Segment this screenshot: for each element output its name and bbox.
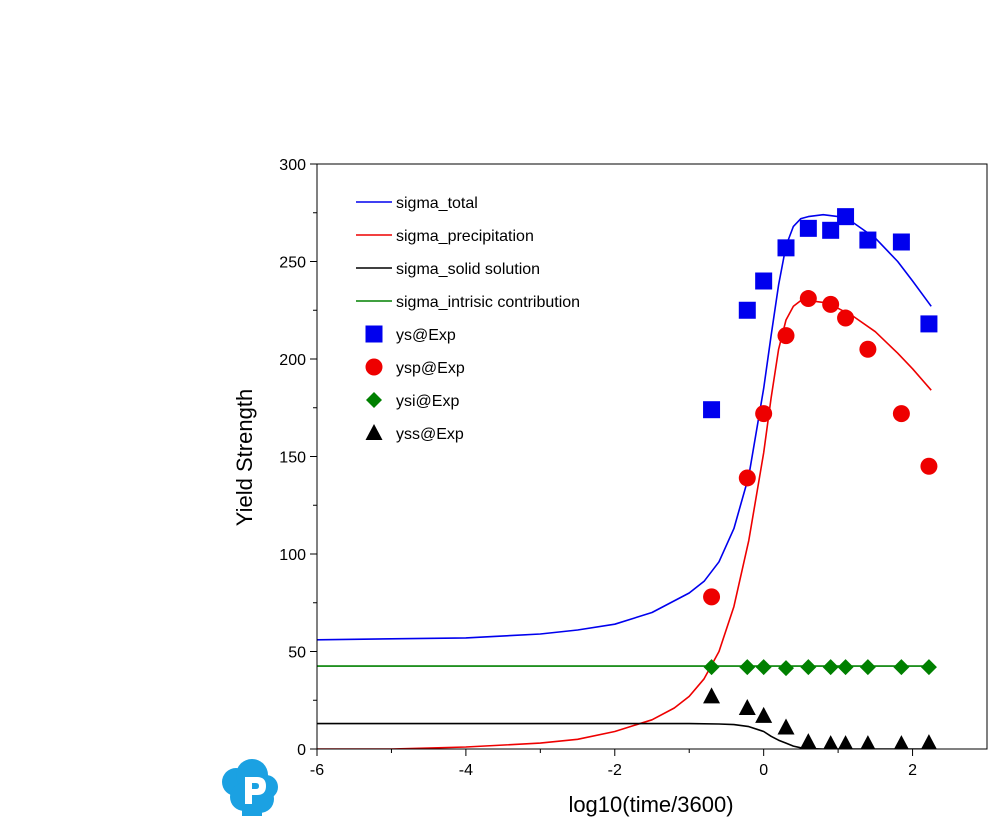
data-point-triangle	[921, 734, 937, 749]
data-point-circle	[738, 469, 756, 487]
data-point-triangle	[823, 735, 839, 749]
data-point-circle	[920, 457, 938, 475]
data-point-circle	[859, 340, 877, 358]
p-cloud-logo-icon	[222, 759, 278, 816]
data-point-diamond	[837, 659, 854, 676]
legend-label: sigma_precipitation	[396, 228, 534, 245]
y-tick-label: 0	[297, 742, 306, 759]
legend-label: sigma_solid solution	[396, 261, 540, 278]
legend-marker-square	[365, 325, 383, 343]
data-point-circle	[755, 405, 773, 423]
data-point-triangle	[703, 687, 721, 704]
data-point-circle	[837, 309, 855, 327]
data-point-triangle	[838, 735, 853, 749]
data-point-triangle	[799, 733, 817, 749]
axes: -6 -4 -2 0 2 0 50 100 150 200 250 300 log10(time/360…	[232, 157, 988, 817]
legend-label: sigma_total	[396, 195, 478, 212]
x-tick-label: 2	[908, 762, 917, 779]
x-tick-label: 0	[759, 762, 768, 779]
legend-label: ysp@Exp	[396, 360, 465, 377]
data-point-diamond	[778, 660, 794, 677]
data-point-square	[755, 272, 773, 290]
data-point-diamond	[800, 659, 817, 676]
legend-marker-diamond	[366, 392, 382, 408]
y-tick-label: 100	[279, 547, 306, 564]
y-tick-label: 150	[279, 450, 306, 467]
data-point-square	[859, 231, 877, 249]
y-tick-label: 250	[279, 255, 306, 272]
data-point-triangle	[860, 735, 876, 749]
data-point-triangle	[777, 718, 795, 735]
data-point-circle	[892, 405, 910, 423]
data-point-square	[920, 315, 938, 333]
y-tick-label: 300	[279, 157, 306, 174]
series-line-2	[317, 722, 932, 749]
data-point-triangle	[738, 699, 756, 716]
legend-marker-circle	[365, 358, 383, 376]
data-point-square	[738, 301, 756, 319]
plot-frame	[316, 163, 988, 750]
y-axis-title: Yield Strength	[232, 389, 257, 526]
legend-marker-triangle	[365, 424, 383, 440]
data-point-circle	[777, 327, 795, 345]
x-tick-label: -2	[608, 762, 622, 779]
legend-label: yss@Exp	[396, 426, 464, 443]
x-tick-label: -6	[310, 762, 324, 779]
x-tick-label: -4	[459, 762, 473, 779]
data-point-square	[703, 401, 721, 419]
legend-label: sigma_intrisic contribution	[396, 294, 580, 311]
data-point-triangle	[755, 706, 773, 723]
legend-label: ys@Exp	[396, 327, 456, 344]
legend-label: ysi@Exp	[396, 393, 459, 410]
data-point-diamond	[859, 659, 876, 676]
data-point-square	[892, 233, 910, 251]
data-point-square	[837, 208, 855, 226]
data-point-square	[777, 239, 795, 257]
data-point-circle	[703, 588, 721, 606]
data-point-diamond	[822, 659, 839, 676]
data-point-circle	[799, 290, 817, 308]
y-tick-label: 50	[288, 645, 306, 662]
data-point-square	[822, 221, 840, 239]
data-point-diamond	[893, 659, 910, 676]
data-point-diamond	[703, 659, 720, 676]
y-tick-label: 200	[279, 352, 306, 369]
x-axis-title: log10(time/3600)	[568, 792, 733, 817]
data-point-diamond	[755, 659, 772, 676]
legend: sigma_total sigma_precipitation sigma_soli…	[356, 195, 580, 443]
data-point-diamond	[739, 659, 756, 676]
data-point-square	[799, 219, 817, 237]
data-point-triangle	[894, 735, 909, 749]
plot-area	[317, 208, 938, 749]
data-point-circle	[822, 295, 840, 313]
data-point-diamond	[920, 659, 937, 676]
